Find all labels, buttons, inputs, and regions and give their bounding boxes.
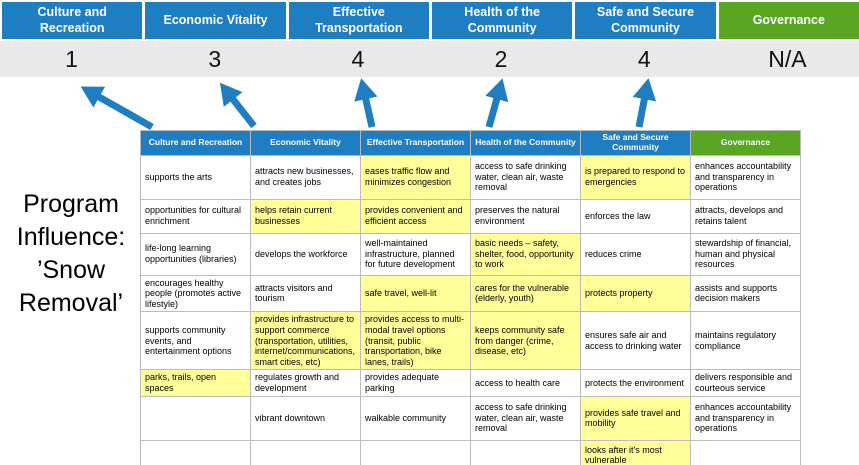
table-cell: assists and supports decision makers [690,274,801,313]
table-cell: attracts, develops and retains talent [690,198,801,234]
table-cell: eases traffic flow and minimizes congest… [360,154,471,200]
pillar-5: Safe and Secure Community [575,2,716,39]
table-cell [690,439,801,465]
table-row: opportunities for cultural enrichment hel… [140,198,801,234]
table-header-3: Effective Transportation [360,130,471,156]
table-cell: protects the environment [580,369,691,397]
table-cell: reduces crime [580,232,691,276]
arrow-zone [0,77,859,132]
table-header-2: Economic Vitality [250,130,361,156]
table-cell: ensures safe air and access to drinking … [580,311,691,371]
table-cell [470,439,581,465]
score-row: 1 3 4 2 4 N/A [0,41,859,77]
pillar-score-4: 2 [494,45,508,72]
influence-arrow-4 [485,78,509,128]
table-header-6: Governance [690,130,801,156]
table-cell: enforces the law [580,198,691,234]
pillar-score-6: N/A [768,45,807,72]
table-cell: well-maintained infrastructure, planned … [360,232,471,276]
table-header-row: Culture and Recreation Economic Vitality E… [140,130,801,156]
pillar-4: Health of the Community [431,2,573,39]
pillar-6: Governance [718,2,859,39]
table-cell [250,439,361,465]
influence-arrow-3 [354,78,378,128]
table-cell: develops the workforce [250,232,361,276]
table-cell: access to health care [470,369,581,397]
table-cell: looks after it's most vulnerable [580,439,691,465]
table-cell: basic needs – safety, shelter, food, opp… [470,232,581,276]
pillar-score-5: 4 [637,45,651,72]
table-cell: is prepared to respond to emergencies [580,154,691,200]
table-cell: protects property [580,274,691,313]
arrows-svg [80,78,657,131]
influence-table: Culture and Recreation Economic Vitality E… [140,130,801,465]
table-cell: regulates growth and development [250,369,361,397]
table-row: looks after it's most vulnerable [140,439,801,465]
table-cell: keeps community safe from danger (crime,… [470,311,581,371]
table-cell: enhances accountability and transparency… [690,154,801,200]
table-cell: cares for the vulnerable (elderly, youth… [470,274,581,313]
pillar-2: Economic Vitality [145,2,286,39]
pillar-score-2: 3 [208,45,222,72]
table-cell: provides access to multi-modal travel op… [360,311,471,371]
page-title: Program Influence: ’Snow Removal’ [16,190,126,317]
table-cell [140,439,251,465]
table-cell: opportunities for cultural enrichment [140,198,251,234]
table-header-5: Safe and Secure Community [580,130,691,156]
table-cell: provides safe travel and mobility [580,395,691,441]
table-cell: delivers responsible and courteous servi… [690,369,801,397]
table-cell: access to safe drinking water, clean air… [470,154,581,200]
table-row: supports community events, and entertain… [140,311,801,371]
table-header-1: Culture and Recreation [140,130,251,156]
influence-arrow-5 [632,78,657,128]
table-cell: attracts new businesses, and creates job… [250,154,361,200]
table-cell: supports community events, and entertain… [140,311,251,371]
pillar-score-3: 4 [351,45,365,72]
table-cell: supports the arts [140,154,251,200]
table-cell: access to safe drinking water, clean air… [470,395,581,441]
table-cell: enhances accountability and transparency… [690,395,801,441]
table-cell: safe travel, well-lit [360,274,471,313]
table-cell: attracts visitors and tourism [250,274,361,313]
pillar-1: Culture and Recreation [2,2,143,39]
table-cell: maintains regulatory compliance [690,311,801,371]
table-header-4: Health of the Community [470,130,581,156]
table-cell: preserves the natural environment [470,198,581,234]
table-cell: vibrant downtown [250,395,361,441]
table-row: parks, trails, open spaces regulates grow… [140,369,801,397]
table-cell: life-long learning opportunities (librar… [140,232,251,276]
pillar-3: Effective Transportation [288,2,429,39]
influence-arrow-2 [219,82,257,129]
table-cell: provides infrastructure to support comme… [250,311,361,371]
pillar-header-row: Culture and Recreation Economic Vitality E… [2,2,859,39]
table-cell: provides convenient and efficient access [360,198,471,234]
table-cell [360,439,471,465]
table-cell [140,395,251,441]
table-cell: parks, trails, open spaces [140,369,251,397]
table-cell: encourages healthy people (promotes acti… [140,274,251,313]
table-cell: stewardship of financial, human and phys… [690,232,801,276]
table-cell: walkable community [360,395,471,441]
table-row: life-long learning opportunities (librar… [140,232,801,276]
table-row: encourages healthy people (promotes acti… [140,274,801,313]
influence-arrow-1 [80,86,154,131]
table-row: vibrant downtown walkable community access… [140,395,801,441]
table-row: supports the arts attracts new businesses… [140,154,801,200]
pillar-score-1: 1 [65,45,78,72]
table-cell: provides adequate parking [360,369,471,397]
table-cell: helps retain current businesses [250,198,361,234]
